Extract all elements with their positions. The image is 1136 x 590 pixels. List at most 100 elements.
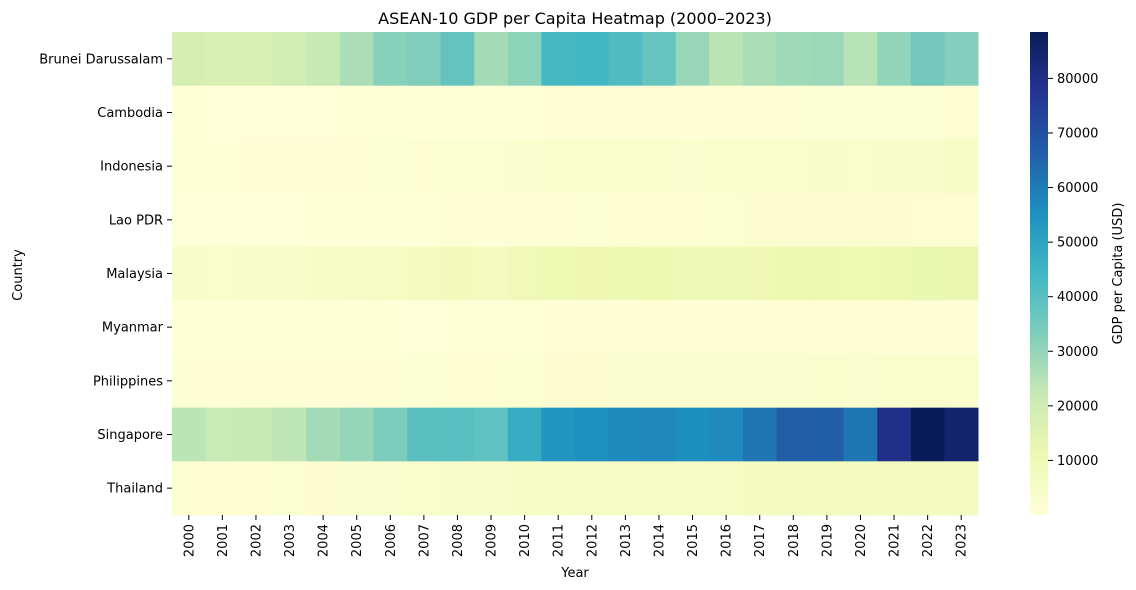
y-tick-label: Cambodia [97,106,163,121]
heatmap-cell [205,32,240,87]
heatmap-cell [608,246,643,301]
heatmap-cell [172,246,207,301]
x-tick-label: 2013 [619,524,634,557]
heatmap-cell [709,32,744,87]
heatmap-cell [272,246,307,301]
heatmap-cell [675,246,710,301]
heatmap-cell [810,407,845,462]
heatmap-cell [373,193,408,248]
heatmap-cell [810,300,845,355]
heatmap-cell [272,85,307,140]
heatmap-cell [339,300,374,355]
heatmap-cell [306,85,341,140]
heatmap-cell [339,85,374,140]
x-tick-label: 2023 [955,524,970,557]
heatmap-cell [709,354,744,409]
colorbar-tick-label: 10000 [1057,454,1098,469]
heatmap-cells [172,32,979,516]
heatmap-cell [675,300,710,355]
heatmap-cell [205,461,240,516]
heatmap-cell [172,193,207,248]
heatmap-cell [172,32,207,87]
heatmap-cell [910,461,945,516]
heatmap-cell [843,461,878,516]
heatmap-cell [709,407,744,462]
heatmap-cell [407,32,442,87]
x-tick-label: 2018 [787,524,802,557]
heatmap-cell [507,246,542,301]
heatmap-cell [205,193,240,248]
heatmap-cell [474,139,509,194]
heatmap-cell [239,407,274,462]
x-tick-label: 2010 [518,524,533,557]
heatmap-cell [642,85,677,140]
heatmap-cell [877,246,912,301]
heatmap-cell [742,354,777,409]
heatmap-cell [239,461,274,516]
heatmap-cell [575,193,610,248]
heatmap-cell [507,300,542,355]
colorbar-gradient [1030,32,1048,515]
heatmap-cell [608,85,643,140]
heatmap-cell [306,193,341,248]
chart-title: ASEAN-10 GDP per Capita Heatmap (2000–20… [378,9,772,28]
x-tick-label: 2011 [552,524,567,557]
y-tick-label: Lao PDR [109,213,163,228]
x-tick-label: 2019 [820,524,835,557]
heatmap-cell [776,85,811,140]
heatmap-cell [642,300,677,355]
heatmap-cell [474,300,509,355]
heatmap-cell [843,85,878,140]
heatmap-cell [810,193,845,248]
y-axis-label: Country [11,249,26,301]
heatmap-cell [608,300,643,355]
heatmap-cell [306,246,341,301]
heatmap-cell [172,354,207,409]
heatmap-cell [541,85,576,140]
heatmap-cell [172,300,207,355]
x-tick-label: 2004 [317,524,332,557]
heatmap-cell [742,32,777,87]
heatmap-cell [709,139,744,194]
heatmap-cell [407,354,442,409]
heatmap-cell [373,246,408,301]
heatmap-cell [407,300,442,355]
heatmap-cell [541,300,576,355]
x-tick-label: 2014 [652,524,667,557]
heatmap-cell [877,139,912,194]
heatmap-cell [474,85,509,140]
heatmap-cell [205,139,240,194]
heatmap-cell [877,407,912,462]
heatmap-cell [608,407,643,462]
heatmap-cell [575,354,610,409]
heatmap-cell [910,32,945,87]
heatmap-cell [742,193,777,248]
heatmap-cell [407,193,442,248]
heatmap-cell [407,139,442,194]
heatmap-cell [675,139,710,194]
heatmap-cell [877,32,912,87]
heatmap-cell [944,193,979,248]
heatmap-cell [642,354,677,409]
heatmap-cell [608,193,643,248]
heatmap-cell [474,193,509,248]
heatmap-cell [306,407,341,462]
heatmap-cell [843,32,878,87]
heatmap-cell [944,85,979,140]
x-tick-label: 2016 [720,524,735,557]
heatmap-cell [205,85,240,140]
colorbar-tick-label: 80000 [1057,72,1098,87]
heatmap-cell [239,354,274,409]
heatmap-cell [810,32,845,87]
heatmap-cell [843,300,878,355]
heatmap-cell [507,193,542,248]
heatmap-cell [675,32,710,87]
heatmap-cell [675,354,710,409]
heatmap-cell [709,300,744,355]
heatmap-cell [440,139,475,194]
heatmap-cell [507,407,542,462]
heatmap-cell [709,461,744,516]
colorbar-tick-label: 40000 [1057,290,1098,305]
heatmap-cell [742,300,777,355]
heatmap-cell [709,246,744,301]
